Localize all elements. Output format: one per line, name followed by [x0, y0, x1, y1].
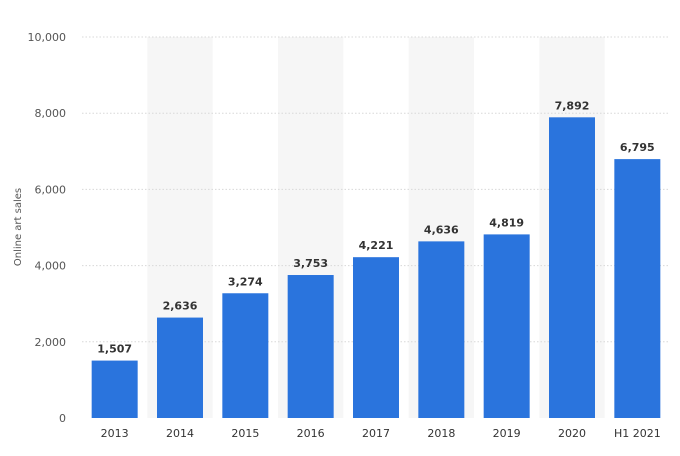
x-tick-label: 2020 — [558, 427, 586, 440]
bar — [91, 360, 138, 418]
bar — [483, 234, 530, 418]
y-tick-label: 8,000 — [35, 107, 67, 120]
y-tick-label: 0 — [59, 412, 66, 425]
y-axis-title: Online art sales — [13, 188, 24, 266]
x-tick-label: 2015 — [231, 427, 259, 440]
x-tick-label: 2016 — [297, 427, 325, 440]
bar — [614, 159, 661, 418]
bar — [353, 257, 399, 418]
data-label: 7,892 — [555, 99, 590, 112]
data-label: 4,819 — [489, 216, 524, 229]
x-tick-label: 2013 — [101, 427, 129, 440]
y-axis-ticks: 0 2,000 4,000 6,000 8,000 10,000 — [28, 31, 67, 425]
bar — [222, 293, 269, 418]
x-tick-label: H1 2021 — [614, 427, 661, 440]
x-tick-label: 2014 — [166, 427, 194, 440]
data-label: 3,274 — [228, 275, 263, 288]
x-tick-label: 2018 — [427, 427, 455, 440]
bar — [418, 241, 465, 418]
x-tick-label: 2019 — [493, 427, 521, 440]
data-label: 3,753 — [293, 257, 328, 270]
bar — [549, 117, 595, 419]
x-axis-ticks: 2013 2014 2015 2016 2017 2018 2019 2020 H1 2021 — [101, 427, 661, 440]
bar — [287, 275, 334, 418]
y-tick-label: 2,000 — [35, 336, 67, 349]
data-label: 1,507 — [97, 343, 132, 356]
y-tick-label: 10,000 — [28, 31, 67, 44]
data-labels: 1,507 2,636 3,274 3,753 4,221 4,636 4,819 7,892… — [97, 99, 654, 355]
bar — [157, 317, 203, 418]
x-tick-label: 2017 — [362, 427, 390, 440]
data-label: 2,636 — [163, 300, 198, 313]
y-tick-label: 6,000 — [35, 183, 67, 196]
data-label: 6,795 — [620, 141, 655, 154]
bars — [91, 117, 661, 419]
data-label: 4,636 — [424, 223, 459, 236]
data-label: 4,221 — [359, 239, 394, 252]
y-tick-label: 4,000 — [35, 260, 67, 273]
